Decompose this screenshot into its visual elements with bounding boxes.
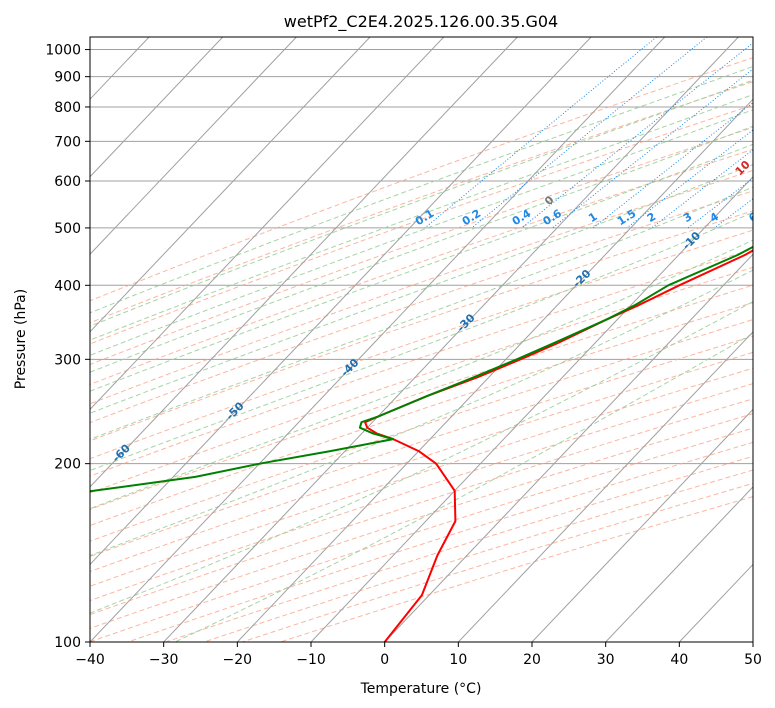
- mixing-ratio-line: [471, 37, 708, 229]
- x-tick-label: −10: [296, 652, 326, 668]
- isotherm: [90, 37, 666, 642]
- moist-adiabat: [90, 186, 753, 440]
- y-tick-label: 900: [54, 70, 81, 86]
- y-tick-label: 800: [54, 100, 81, 116]
- isotherm: [90, 37, 518, 488]
- dry-adiabat: [90, 367, 753, 587]
- y-tick-label: 500: [54, 221, 81, 237]
- isotherm: [384, 253, 753, 642]
- isotherm: [531, 408, 753, 642]
- dry-adiabats: [90, 57, 753, 642]
- moist-adiabat: [90, 65, 753, 314]
- y-tick-label: 600: [54, 174, 81, 190]
- x-tick-label: 50: [744, 652, 762, 668]
- moist-adiabat: [90, 93, 753, 341]
- dry-adiabat: [90, 210, 753, 442]
- moist-adiabat: [174, 332, 753, 642]
- x-tick-label: 30: [597, 652, 615, 668]
- x-tick-label: −40: [75, 652, 105, 668]
- isotherm: [90, 37, 445, 411]
- isotherm: [310, 176, 753, 642]
- dry-adiabat: [90, 351, 753, 573]
- x-tick-label: 20: [523, 652, 541, 668]
- x-tick-label: 40: [670, 652, 688, 668]
- dry-adiabat: [90, 57, 753, 302]
- mixing-ratio-label: 6: [746, 210, 760, 225]
- y-tick-label: 100: [54, 635, 81, 651]
- isotherm: [90, 37, 592, 566]
- dry-adiabat: [90, 335, 753, 558]
- mixing-ratio-line: [592, 101, 753, 229]
- x-tick-label: −20: [223, 652, 253, 668]
- x-tick-label: 10: [449, 652, 467, 668]
- dry-adiabat: [90, 319, 753, 542]
- isotherm: [90, 37, 371, 333]
- y-axis-label: Pressure (hPa): [13, 289, 29, 389]
- mixing-ratio-line: [552, 68, 753, 229]
- dry-adiabat: [90, 284, 753, 510]
- axes: −40 −30 −20 −10 0 10 20 30 40 50 100 200 300 400 500 60…: [45, 43, 762, 668]
- y-tick-label: 400: [54, 278, 81, 294]
- moist-adiabat: [90, 143, 753, 392]
- dry-adiabat: [90, 148, 753, 385]
- dry-adiabat: [90, 190, 753, 424]
- moist-adiabat: [90, 125, 753, 373]
- pressure-gridlines: [90, 49, 753, 642]
- dry-adiabat: [90, 266, 753, 494]
- mixing-ratio-line: [424, 37, 657, 229]
- isotherm: [163, 37, 739, 642]
- y-tick-label: 300: [54, 352, 81, 368]
- y-tick-label: 700: [54, 134, 81, 150]
- sounding-profiles: [90, 245, 753, 642]
- dry-adiabat: [90, 248, 753, 477]
- isotherm: [457, 331, 753, 642]
- dry-adiabat: [90, 302, 753, 527]
- mixing-ratio-lines: [424, 37, 753, 229]
- dry-adiabat: [90, 169, 753, 405]
- chart-title: wetPf2_C2E4.2025.126.00.35.G04: [284, 12, 558, 32]
- x-tick-label: −30: [149, 652, 179, 668]
- x-axis-label: Temperature (°C): [360, 681, 482, 697]
- moist-adiabat: [90, 109, 753, 356]
- moist-adiabat: [90, 79, 753, 327]
- dry-adiabat: [90, 104, 753, 345]
- moist-adiabat: [90, 269, 753, 557]
- isotherm: [236, 98, 753, 642]
- isotherms: [90, 37, 753, 642]
- plot-area: -100-90-80-70-60-50-40-30-20-100.10.20.4…: [90, 37, 760, 642]
- dewpoint-profile: [90, 245, 753, 493]
- mixing-ratio-line: [651, 149, 753, 229]
- dry-adiabat: [90, 383, 753, 602]
- dry-adiabat: [90, 229, 753, 460]
- moist-adiabat: [90, 163, 753, 414]
- y-tick-label: 200: [54, 457, 81, 473]
- isotherm: [90, 37, 297, 256]
- isotherm: [90, 37, 224, 178]
- y-tick-label: 1000: [45, 43, 81, 59]
- moist-adiabats: [90, 65, 753, 642]
- x-tick-label: 0: [380, 652, 389, 668]
- isotherm: [605, 486, 753, 642]
- plot-frame: [89, 36, 754, 643]
